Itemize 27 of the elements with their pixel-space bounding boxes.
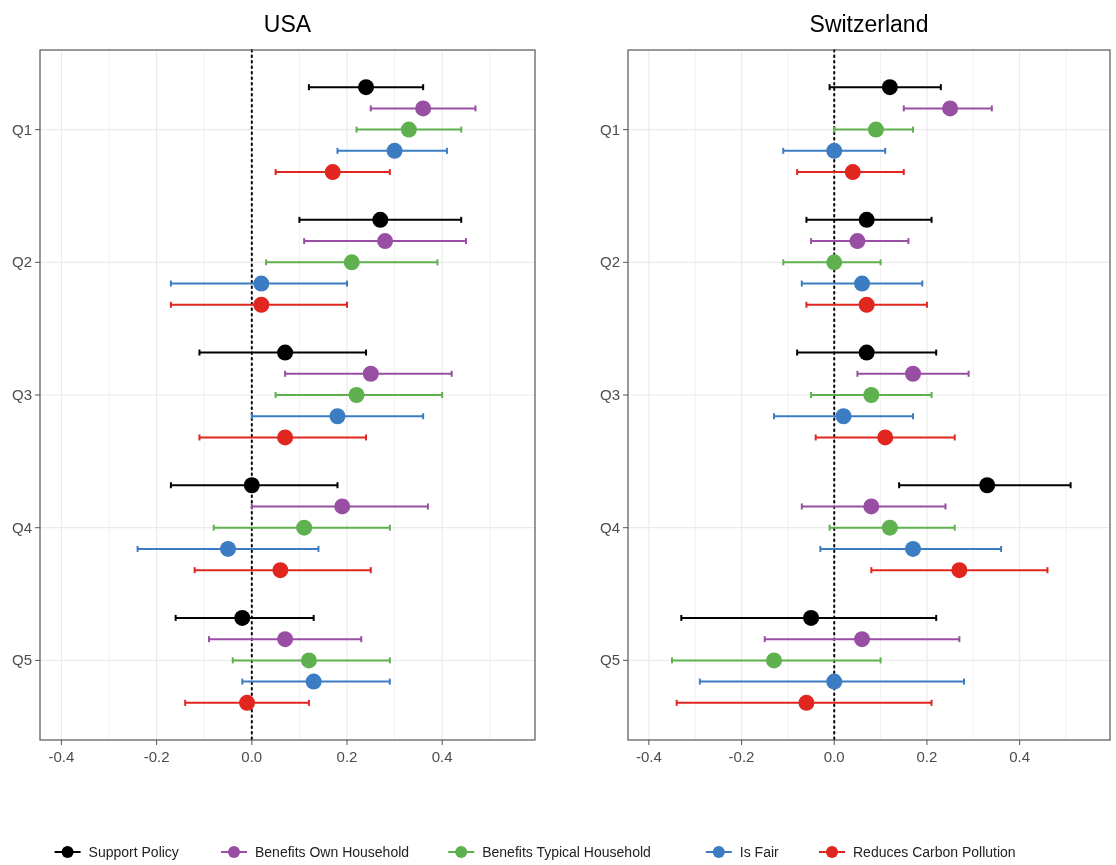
x-tick-label: 0.0 [823, 748, 845, 765]
legend-label: Support Policy [88, 844, 179, 860]
x-tick-label: -0.4 [48, 748, 75, 765]
y-tick-label: Q2 [599, 253, 620, 271]
y-tick-label: Q5 [11, 651, 32, 669]
y-tick-label: Q1 [599, 120, 620, 138]
y-tick-label: Q3 [599, 386, 620, 403]
y-tick-label: Q4 [599, 518, 620, 536]
x-tick-label: 0.0 [241, 748, 263, 765]
x-tick-label: 0.4 [1009, 748, 1031, 765]
y-tick-label: Q5 [599, 651, 620, 669]
legend-label: Benefits Own Household [255, 844, 410, 860]
x-tick-label: -0.2 [143, 748, 170, 765]
x-tick-label: 0.2 [916, 748, 938, 765]
y-tick-label: Q3 [11, 386, 32, 403]
x-tick-label: 0.4 [431, 748, 453, 765]
legend-label: Reduces Carbon Pollution [853, 844, 1016, 860]
y-tick-label: Q4 [11, 518, 32, 536]
x-tick-label: -0.4 [635, 748, 662, 765]
x-tick-label: -0.2 [728, 748, 755, 765]
y-tick-label: Q1 [11, 120, 32, 138]
y-tick-label: Q2 [11, 253, 32, 271]
x-tick-label: 0.2 [336, 748, 358, 765]
legend-label: Is Fair [739, 844, 780, 860]
legend-label: Benefits Typical Household [482, 844, 651, 860]
chart-title: USA [263, 11, 312, 37]
chart-title: Switzerland [809, 11, 929, 37]
